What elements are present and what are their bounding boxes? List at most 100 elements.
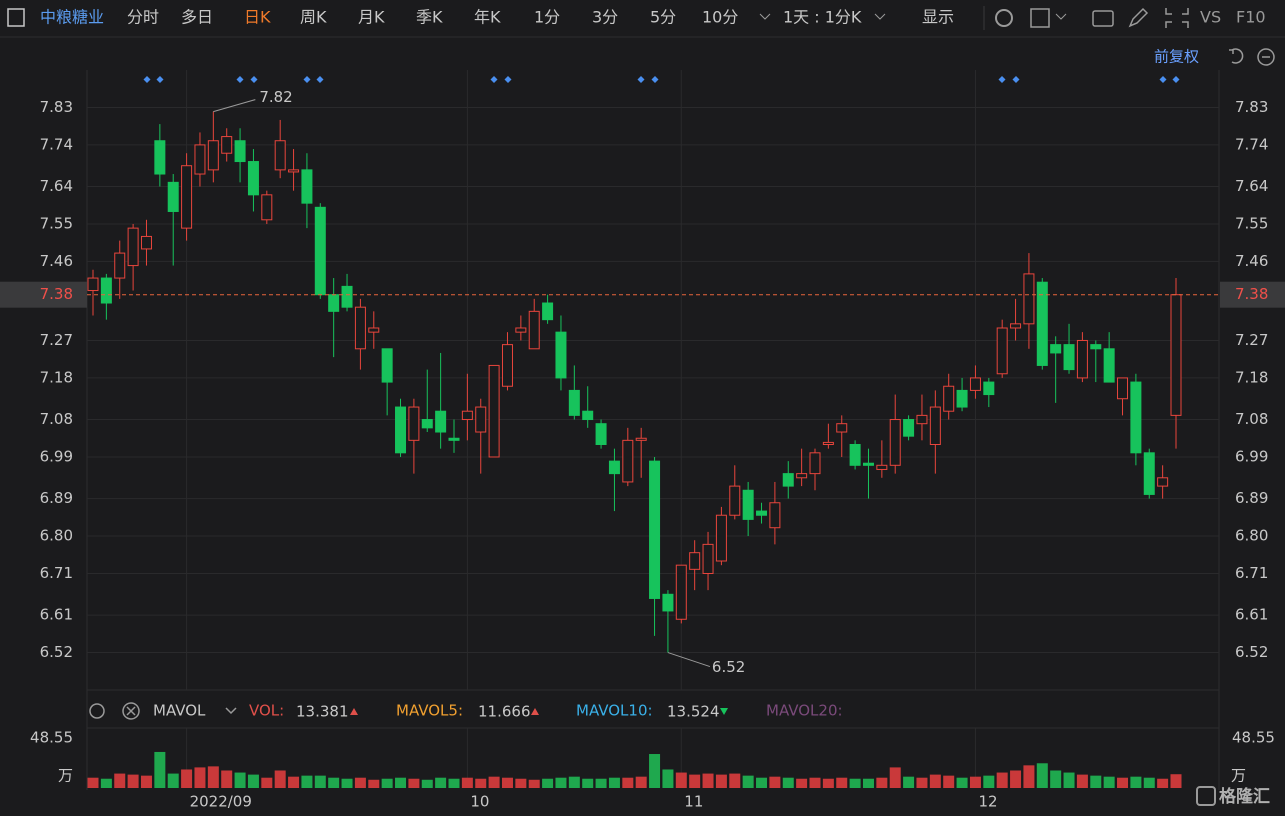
- candle-body: [809, 452, 821, 475]
- candle-body: [568, 389, 580, 416]
- candle-body: [448, 437, 460, 441]
- period-tab[interactable]: 日K: [244, 8, 271, 27]
- volume-bar: [796, 778, 808, 788]
- display-menu[interactable]: 显示: [922, 8, 954, 27]
- event-marker: [504, 76, 512, 83]
- period-tab[interactable]: 年K: [474, 8, 501, 27]
- volume-bar: [261, 777, 273, 788]
- volume-bar: [488, 776, 500, 788]
- last-price-label-right: 7.38: [1235, 285, 1268, 303]
- indicator-settings[interactable]: [89, 703, 105, 719]
- stock-name[interactable]: 中粮糖业: [40, 8, 104, 27]
- minus-icon[interactable]: [1257, 48, 1275, 66]
- candle-body: [1050, 344, 1062, 354]
- period-tab[interactable]: 1分: [534, 8, 560, 27]
- period-tab[interactable]: 分时: [127, 8, 159, 27]
- candle-body: [314, 206, 326, 296]
- volume-bar: [622, 777, 634, 788]
- candle-body: [194, 144, 206, 175]
- volume-bar: [1010, 770, 1022, 788]
- period-tab[interactable]: 3分: [592, 8, 618, 27]
- vol-tick-label-right: 48.55: [1232, 729, 1275, 747]
- indicator-close[interactable]: [122, 702, 140, 720]
- vol-tick-label: 48.55: [30, 729, 73, 747]
- volume-bar: [515, 778, 527, 788]
- period-tab[interactable]: 多日: [181, 8, 213, 27]
- event-marker: [250, 76, 258, 83]
- y-tick-label-right: 6.71: [1235, 564, 1268, 582]
- y-tick-label: 6.71: [40, 564, 73, 582]
- candle-body: [662, 593, 674, 612]
- candle-body: [1023, 273, 1035, 325]
- reset-icon[interactable]: [1229, 48, 1244, 64]
- candle-body: [288, 169, 300, 173]
- period-tab[interactable]: 10分: [702, 8, 738, 27]
- candle-body: [769, 502, 781, 529]
- candle-body: [501, 344, 513, 387]
- fullscreen-icon[interactable]: [1165, 8, 1189, 28]
- candle-body: [622, 439, 634, 483]
- vol-unit-right: 万: [1231, 767, 1246, 785]
- y-tick-label: 7.83: [40, 98, 73, 116]
- period-tab[interactable]: 周K: [300, 8, 327, 27]
- volume-bar: [274, 770, 286, 788]
- candle-body: [247, 161, 259, 196]
- candle-body: [983, 381, 995, 396]
- candle-body: [929, 406, 941, 445]
- y-tick-label: 6.99: [40, 447, 73, 465]
- event-marker: [303, 76, 311, 83]
- candle-body: [903, 419, 915, 437]
- x-tick-label: 11: [684, 793, 703, 811]
- watermark: 格隆汇: [1219, 786, 1270, 807]
- mavol5-value: 11.666: [478, 703, 531, 721]
- frame-icon[interactable]: [1030, 8, 1050, 28]
- candle-body: [421, 419, 433, 429]
- vs-button[interactable]: VS: [1200, 8, 1221, 27]
- volume-bar: [862, 778, 874, 788]
- period-tab[interactable]: 5分: [650, 8, 676, 27]
- volume-bar: [354, 777, 366, 788]
- candle-body: [1090, 344, 1102, 350]
- menu-icon[interactable]: [7, 8, 25, 27]
- candle-body: [996, 327, 1008, 375]
- vol-label: VOL:: [249, 702, 284, 720]
- volume-bar: [127, 774, 139, 788]
- y-tick-label: 7.46: [40, 252, 73, 270]
- settings-icon[interactable]: [995, 9, 1013, 27]
- x-tick-label: 2022/09: [190, 793, 252, 811]
- volume-bar: [207, 766, 219, 788]
- candle-body: [475, 406, 487, 433]
- high-pointer: [213, 99, 256, 113]
- candle-body: [555, 331, 567, 379]
- volume-bar: [608, 777, 620, 788]
- period-tab[interactable]: 季K: [416, 8, 443, 27]
- candle-body: [435, 410, 447, 433]
- candle-body: [582, 410, 594, 421]
- period-select[interactable]: 1天 : 1分K: [783, 8, 862, 27]
- volume-bar: [702, 773, 714, 788]
- camera-icon[interactable]: [1092, 10, 1114, 27]
- volume-bar: [742, 775, 754, 788]
- candle-body: [181, 165, 193, 229]
- candle-body: [381, 348, 393, 383]
- volume-bar: [1076, 774, 1088, 788]
- volume-bar: [782, 777, 794, 788]
- pen-icon[interactable]: [1128, 7, 1149, 28]
- candle-body: [1117, 377, 1129, 400]
- volume-bar: [542, 778, 554, 788]
- volume-bar: [1090, 775, 1102, 788]
- f10-button[interactable]: F10: [1236, 8, 1266, 27]
- volume-bar: [729, 773, 741, 788]
- event-marker: [1172, 76, 1180, 83]
- volume-bar: [1157, 778, 1169, 788]
- y-tick-label-right: 6.80: [1235, 527, 1268, 545]
- adjust-mode[interactable]: 前复权: [1154, 48, 1199, 66]
- period-tab[interactable]: 月K: [358, 8, 385, 27]
- volume-bar: [889, 767, 901, 788]
- indicator-name[interactable]: MAVOL: [153, 702, 206, 720]
- volume-bar: [969, 776, 981, 788]
- y-tick-label-right: 7.08: [1235, 410, 1268, 428]
- volume-bar: [849, 778, 861, 788]
